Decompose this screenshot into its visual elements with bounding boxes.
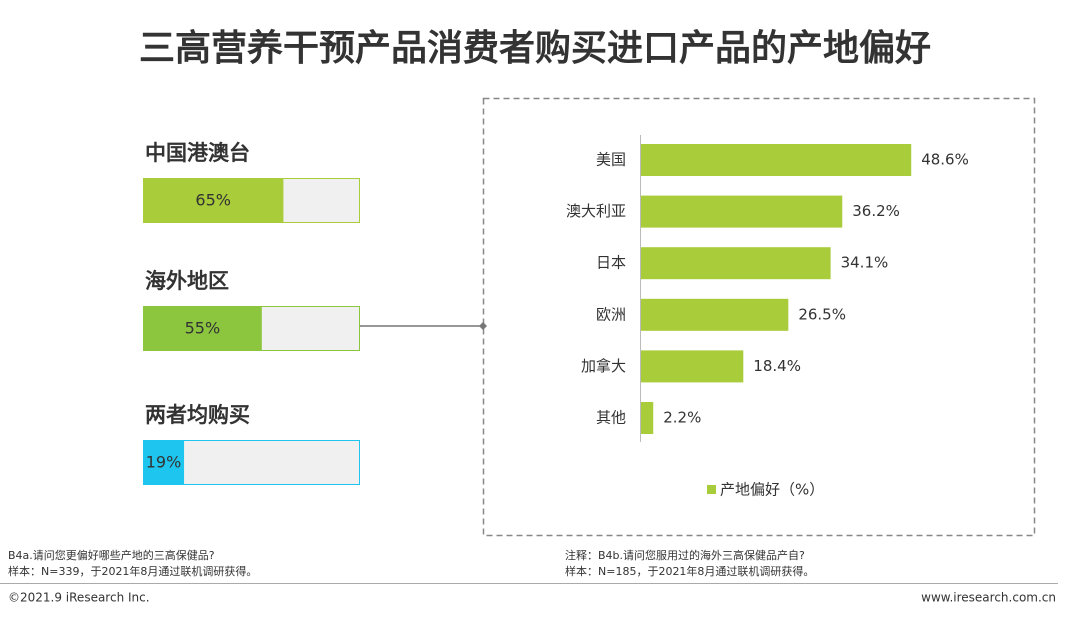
legend-swatch: [707, 485, 716, 494]
progress-bar: [143, 306, 262, 351]
website: www.iresearch.com.cn: [921, 591, 1056, 605]
note: 样本：N=185，于2021年8月通过联机调研获得。: [565, 564, 814, 578]
category-label: 其他: [596, 409, 626, 427]
note: 样本：N=339，于2021年8月通过联机调研获得。: [8, 564, 257, 578]
category-label: 欧洲: [596, 305, 626, 323]
value-label: 18.4%: [753, 357, 801, 375]
bar: [641, 350, 744, 383]
category-label: 加拿大: [581, 357, 626, 375]
note: B4a.请问您更偏好哪些产地的三高保健品?: [8, 548, 215, 562]
bar: [641, 195, 843, 228]
category-label: 美国: [596, 151, 626, 169]
value-label: 34.1%: [841, 254, 889, 272]
group-label: 海外地区: [145, 269, 229, 293]
connector-end: [479, 322, 487, 330]
page-title: 三高营养干预产品消费者购买进口产品的产地偏好: [139, 27, 931, 69]
group-label: 两者均购买: [145, 403, 250, 427]
category-label: 澳大利亚: [566, 202, 626, 220]
bar: [641, 247, 831, 280]
bar: [641, 298, 789, 331]
legend-label: 产地偏好（%）: [720, 481, 824, 499]
category-label: 日本: [596, 254, 626, 272]
value-label: 48.6%: [921, 151, 969, 169]
value-label: 36.2%: [852, 202, 900, 220]
group-label: 中国港澳台: [145, 141, 250, 165]
value-label: 26.5%: [798, 305, 846, 323]
progress-bar: [143, 440, 185, 485]
note: 注释：B4b.请问您服用过的海外三高保健品产自?: [565, 548, 805, 562]
progress-bar: [143, 178, 284, 223]
bar: [641, 144, 912, 176]
panel-frame: [482, 97, 1036, 537]
copyright: ©2021.9 iResearch Inc.: [8, 591, 150, 605]
value-label: 55%: [185, 319, 221, 338]
value-label: 2.2%: [663, 409, 701, 427]
value-label: 65%: [195, 191, 231, 210]
value-label: 19%: [146, 453, 182, 472]
bar: [641, 402, 654, 434]
